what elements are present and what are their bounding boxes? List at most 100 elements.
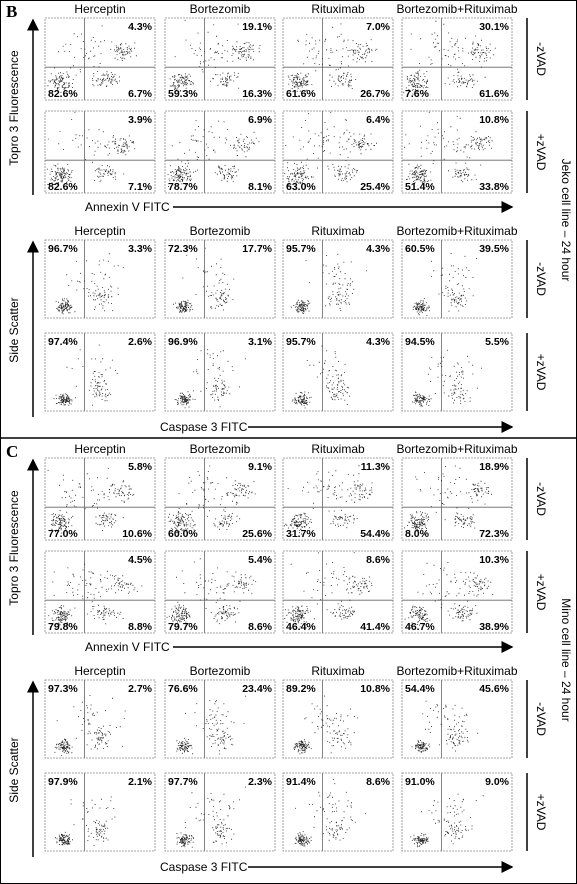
percent-ll: 79.7% <box>168 621 198 633</box>
row-label: +zVAD <box>534 354 548 391</box>
scatter-dots <box>48 563 143 630</box>
y-axis-label: Topro 3 Fluorescence <box>7 50 21 166</box>
x-axis-label: Caspase 3 FITC <box>160 420 248 434</box>
percent-ll: 31.7% <box>286 528 316 540</box>
y-axis-label: Side Scatter <box>7 737 21 802</box>
row-label: +zVAD <box>534 794 548 831</box>
scatter-dots <box>284 465 373 536</box>
percent-ur: 6.9% <box>248 114 273 126</box>
scatter-dots <box>411 700 479 753</box>
percent-left: 76.6% <box>168 683 198 695</box>
cell-line-label: Mino cell line – 24 hour <box>559 598 573 721</box>
percent-lr: 72.3% <box>479 528 509 540</box>
percent-ll: 63.0% <box>286 181 316 193</box>
row-label: +zVAD <box>534 574 548 611</box>
column-header: Herceptin <box>74 442 125 456</box>
panel-label: C <box>6 442 18 461</box>
percent-ur: 4.5% <box>128 554 153 566</box>
percent-right: 39.5% <box>479 243 509 255</box>
x-axis-label: Annexin V FITC <box>85 200 170 214</box>
percent-ur: 7.0% <box>366 21 391 33</box>
percent-right: 4.3% <box>366 336 391 348</box>
scatter-dots <box>55 253 124 315</box>
row-label: -zVAD <box>534 262 548 296</box>
percent-right: 2.7% <box>128 683 153 695</box>
row-label: +zVAD <box>534 134 548 171</box>
percent-ll: 51.4% <box>405 181 435 193</box>
panel-label: B <box>6 2 17 21</box>
percent-left: 91.0% <box>405 776 435 788</box>
plot-frame <box>164 772 276 852</box>
column-header: Bortezomib+Rituximab <box>396 224 517 238</box>
percent-left: 97.4% <box>48 336 78 348</box>
percent-ll: 77.0% <box>48 528 78 540</box>
percent-ur: 9.1% <box>248 461 273 473</box>
percent-right: 5.5% <box>485 336 510 348</box>
percent-left: 54.4% <box>405 683 435 695</box>
percent-lr: 8.8% <box>128 621 153 633</box>
percent-ll: 82.6% <box>48 88 78 100</box>
column-header: Rituximab <box>311 224 365 238</box>
scatter-dots <box>411 349 482 407</box>
y-axis-label: Topro 3 Fluorescence <box>7 490 21 606</box>
column-header: Bortezomib+Rituximab <box>396 2 517 16</box>
plot-frame <box>401 772 513 852</box>
percent-right: 2.3% <box>248 776 273 788</box>
percent-ur: 8.6% <box>366 554 391 566</box>
scatter-dots <box>173 247 235 313</box>
percent-ur: 10.3% <box>479 554 509 566</box>
row-label: -zVAD <box>534 702 548 736</box>
percent-right: 2.6% <box>128 336 153 348</box>
scatter-dots <box>54 695 126 756</box>
percent-ll: 60.0% <box>168 528 198 540</box>
column-header: Bortezomib <box>190 442 251 456</box>
y-axis-label: Side Scatter <box>7 297 21 362</box>
column-header: Bortezomib <box>190 224 251 238</box>
plot-frame <box>164 17 276 101</box>
row-label: -zVAD <box>534 42 548 76</box>
column-header: Herceptin <box>74 2 125 16</box>
scatter-dots <box>290 253 367 314</box>
scatter-dots <box>404 562 494 627</box>
percent-ll: 78.7% <box>168 181 198 193</box>
plot-frame <box>44 17 156 101</box>
percent-lr: 8.6% <box>248 621 273 633</box>
scatter-dots <box>169 19 261 92</box>
plot-frame <box>401 110 513 194</box>
percent-right: 17.7% <box>242 243 272 255</box>
percent-lr: 26.7% <box>360 88 390 100</box>
percent-lr: 54.4% <box>360 528 390 540</box>
percent-ur: 19.1% <box>242 21 272 33</box>
scatter-dots <box>404 111 493 185</box>
plot-frame <box>401 457 513 541</box>
percent-ur: 5.8% <box>128 461 153 473</box>
scatter-dots <box>284 552 373 628</box>
percent-left: 91.4% <box>286 776 316 788</box>
percent-ll: 61.6% <box>286 88 316 100</box>
percent-right: 3.3% <box>128 243 153 255</box>
percent-left: 94.5% <box>405 336 435 348</box>
cell-line-label: Jeko cell line – 24 hour <box>559 159 573 282</box>
percent-ur: 4.3% <box>128 21 153 33</box>
percent-ur: 5.4% <box>248 554 273 566</box>
percent-ll: 79.8% <box>48 621 78 633</box>
percent-ll: 82.6% <box>48 181 78 193</box>
percent-left: 97.3% <box>48 683 78 695</box>
x-axis-label: Caspase 3 FITC <box>160 860 248 874</box>
percent-lr: 41.4% <box>360 621 390 633</box>
percent-left: 96.7% <box>48 243 78 255</box>
row-label: -zVAD <box>534 482 548 516</box>
percent-lr: 25.6% <box>242 528 272 540</box>
percent-left: 97.7% <box>168 776 198 788</box>
plot-frame <box>282 332 394 412</box>
plot-frame <box>401 550 513 634</box>
plot-frame <box>282 772 394 852</box>
percent-right: 10.8% <box>360 683 390 695</box>
scatter-dots <box>47 468 135 534</box>
column-header: Rituximab <box>311 2 365 16</box>
x-axis-label: Annexin V FITC <box>85 640 170 654</box>
percent-left: 97.9% <box>48 776 78 788</box>
scatter-dots <box>47 25 137 93</box>
percent-lr: 16.3% <box>242 88 272 100</box>
percent-ur: 11.3% <box>361 461 391 473</box>
